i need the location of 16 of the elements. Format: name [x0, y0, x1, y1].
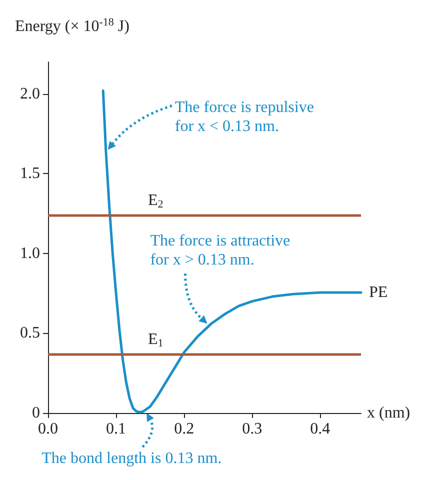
x-tick-label: 0.1	[106, 420, 126, 438]
annotation: The force is attractive for x > 0.13 nm.	[150, 232, 294, 269]
y-tick-label: 1.5	[20, 165, 40, 182]
y-tick-label: 0	[32, 404, 40, 422]
y-tick-label: 1.0	[20, 244, 40, 262]
x-axis-title: x (nm)	[367, 404, 410, 422]
x-tick-label: 0.0	[38, 420, 58, 438]
annotation: The bond length is 0.13 nm.	[42, 450, 222, 467]
series-label: PE	[369, 284, 388, 302]
x-tick-label: 0.3	[242, 420, 262, 438]
y-tick-label: 2.0	[20, 85, 40, 102]
y-tick-label: 0.5	[20, 324, 40, 342]
line-series	[102, 89, 362, 414]
annotation: The force is repulsive for x < 0.13 nm.	[174, 98, 318, 135]
x-tick-label: 0.2	[174, 420, 194, 438]
x-tick-label: 0.4	[310, 420, 330, 438]
